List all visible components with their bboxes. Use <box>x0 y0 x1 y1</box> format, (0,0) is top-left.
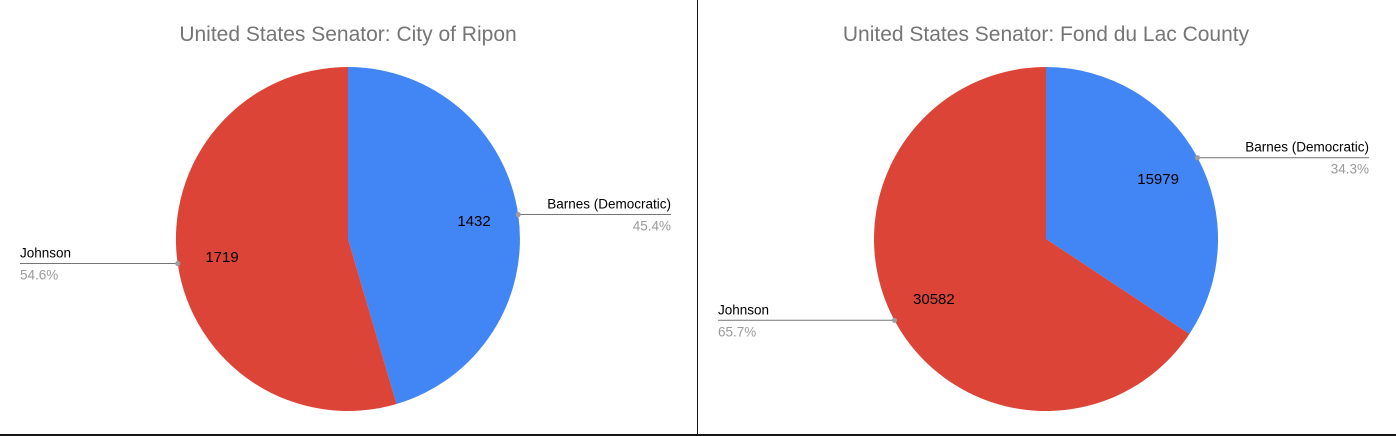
slice-value-barnes: 15979 <box>1137 171 1179 188</box>
slice-percent-johnson: 54.6% <box>20 268 58 283</box>
callout-barnes: Barnes (Democratic) 45.4% <box>515 197 671 234</box>
leader-dot <box>1194 155 1201 161</box>
pie-chart-city-of-ripon: United States Senator: City of Ripon 143… <box>20 23 671 411</box>
leader-dot <box>515 211 521 218</box>
slice-label-johnson: Johnson <box>718 302 769 317</box>
slice-label-barnes: Barnes (Democratic) <box>1245 140 1369 155</box>
slice-value-johnson: 1719 <box>205 249 238 266</box>
slice-label-barnes: Barnes (Democratic) <box>547 197 671 212</box>
chart-panel-city-of-ripon: United States Senator: City of Ripon 143… <box>0 0 697 434</box>
chart-title: United States Senator: Fond du Lac Count… <box>843 23 1250 46</box>
pie-slice-johnson[interactable] <box>874 67 1190 412</box>
slice-percent-barnes: 45.4% <box>633 219 671 234</box>
callout-johnson: Johnson 65.7% <box>718 302 898 339</box>
pie-slice-barnes-democratic[interactable] <box>348 67 520 404</box>
slice-label-johnson: Johnson <box>20 246 71 261</box>
slice-value-barnes: 1432 <box>457 213 490 230</box>
slice-percent-johnson: 65.7% <box>718 324 756 339</box>
chart-panel-fond-du-lac-county: United States Senator: Fond du Lac Count… <box>698 0 1396 434</box>
pie-slice-barnes-democratic[interactable] <box>1046 67 1219 334</box>
callout-johnson: Johnson 54.6% <box>20 246 181 283</box>
leader-dot <box>891 317 898 323</box>
leader-dot <box>175 260 181 267</box>
panel-divider <box>697 0 698 434</box>
callout-barnes: Barnes (Democratic) 34.3% <box>1194 140 1369 177</box>
pie-slice-johnson[interactable] <box>175 66 397 411</box>
slice-value-johnson: 30582 <box>913 291 955 308</box>
pie-chart-fond-du-lac-county: United States Senator: Fond du Lac Count… <box>718 23 1369 412</box>
slice-percent-barnes: 34.3% <box>1331 162 1369 177</box>
chart-title: United States Senator: City of Ripon <box>179 23 516 46</box>
